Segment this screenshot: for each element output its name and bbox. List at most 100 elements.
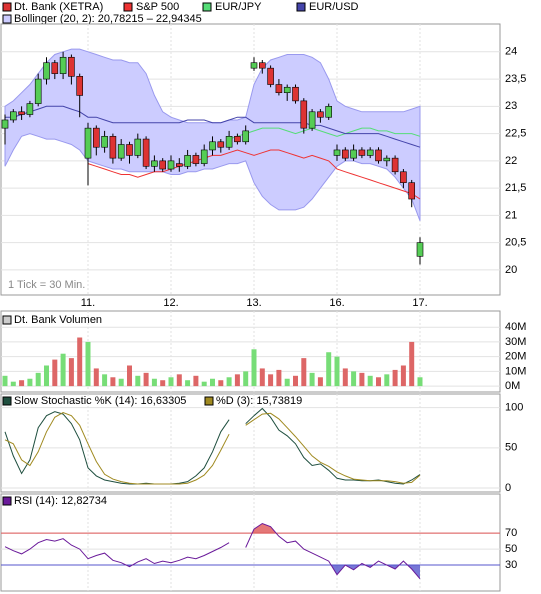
- y-tick-label: 23: [505, 100, 517, 112]
- candle-body: [84, 127, 92, 159]
- volume-bar: [85, 341, 91, 387]
- candle-body: [159, 160, 166, 170]
- volume-bar: [52, 359, 58, 387]
- volume-bar: [417, 377, 423, 387]
- legend-label: Dt. Bank (XETRA): [14, 1, 103, 13]
- comparison-line: [228, 127, 421, 140]
- candle-body: [325, 106, 333, 118]
- volume-bar: [309, 372, 315, 387]
- volume-bar: [160, 380, 166, 387]
- volume-bar: [151, 378, 157, 387]
- x-tick-label: 13.: [246, 297, 261, 309]
- y-tick-label: 10M: [505, 365, 526, 377]
- volume-bar: [392, 369, 398, 387]
- volume-bar: [251, 349, 257, 387]
- y-tick-label: 40M: [505, 321, 526, 333]
- panel-swatch: [2, 496, 12, 506]
- volume-bar: [35, 372, 41, 387]
- candle-body: [217, 141, 225, 148]
- candle-body: [184, 155, 191, 167]
- x-tick-label: 16.: [329, 297, 344, 309]
- candle-body: [43, 62, 50, 80]
- comparison-line: [5, 105, 421, 148]
- volume-bar: [10, 381, 16, 387]
- indicator-line: [4, 522, 421, 580]
- panel-title: RSI (14): 12,82734: [14, 495, 107, 507]
- candle-body: [109, 136, 117, 159]
- volume-bar: [409, 341, 415, 387]
- candle-body: [68, 56, 75, 77]
- candle-body: [250, 62, 258, 69]
- y-tick-label: 21: [505, 209, 517, 221]
- y-tick-label: 20: [505, 264, 517, 276]
- volume-bar: [218, 380, 224, 387]
- candle-body: [333, 149, 341, 156]
- volume-bar: [2, 375, 8, 387]
- volume-bar: [201, 381, 207, 387]
- volume-bar: [293, 375, 298, 387]
- candle-body: [242, 130, 249, 143]
- volume-bar: [243, 371, 249, 387]
- volume-bar: [93, 368, 99, 387]
- panel-swatch: [2, 396, 12, 406]
- volume-bar: [284, 378, 290, 387]
- legend-label: Bollinger (20, 2): 20,78215 – 22,94345: [14, 13, 202, 25]
- y-tick-label: 20M: [505, 351, 526, 363]
- volume-bar: [301, 358, 307, 387]
- y-tick-label: 50: [505, 442, 517, 454]
- legend-swatch: [296, 2, 306, 12]
- candle-body: [391, 157, 399, 173]
- legend-swatch: [2, 14, 12, 24]
- volume-bar: [110, 377, 116, 387]
- volume-bar: [68, 358, 74, 387]
- volume-bar: [376, 377, 381, 387]
- y-tick-label: 50: [505, 543, 517, 555]
- volume-bar: [27, 378, 33, 387]
- volume-bar: [276, 369, 282, 387]
- candle-body: [26, 103, 34, 115]
- legend-label: EUR/JPY: [215, 1, 262, 13]
- volume-bar: [118, 378, 124, 387]
- candle-body: [383, 157, 391, 162]
- candle-body: [167, 160, 175, 170]
- volume-bar: [102, 374, 108, 387]
- candle-body: [366, 149, 374, 156]
- y-tick-label: 0: [505, 482, 511, 494]
- candle-body: [192, 155, 200, 164]
- panel-frame: [0, 393, 501, 493]
- volume-bar: [168, 377, 174, 387]
- volume-bar: [193, 375, 199, 387]
- y-tick-label: 22,5: [505, 128, 526, 140]
- candle-body: [1, 119, 9, 129]
- candle-body: [258, 62, 266, 69]
- y-tick-label: 100: [505, 402, 523, 414]
- volume-bar: [268, 374, 274, 387]
- y-tick-label: 22: [505, 155, 517, 167]
- legend-swatch: [202, 2, 212, 12]
- y-tick-label: 70: [505, 527, 517, 539]
- volume-bar: [359, 372, 365, 387]
- legend-swatch: [123, 2, 133, 12]
- candle-body: [134, 138, 142, 156]
- volume-bar: [44, 365, 49, 387]
- y-tick-label: 23,5: [505, 73, 526, 85]
- candle-body: [76, 76, 83, 96]
- volume-bar: [384, 374, 390, 387]
- y-tick-label: 0M: [505, 380, 520, 392]
- x-tick-label: 12.: [163, 297, 178, 309]
- volume-bar: [400, 365, 406, 387]
- volume-bar: [77, 337, 83, 387]
- volume-bar: [226, 377, 232, 387]
- candle-body: [408, 182, 416, 200]
- indicator-line: [4, 407, 421, 485]
- volume-bar: [317, 377, 323, 387]
- candle-body: [283, 86, 291, 94]
- candle-body: [292, 86, 299, 102]
- volume-bar: [367, 375, 373, 387]
- panel-frame: [0, 310, 501, 393]
- panel-title: %D (3): 15,73819: [216, 395, 302, 407]
- candle-body: [126, 144, 133, 156]
- candle-body: [117, 144, 125, 159]
- candle-body: [317, 111, 324, 118]
- candle-body: [308, 111, 316, 129]
